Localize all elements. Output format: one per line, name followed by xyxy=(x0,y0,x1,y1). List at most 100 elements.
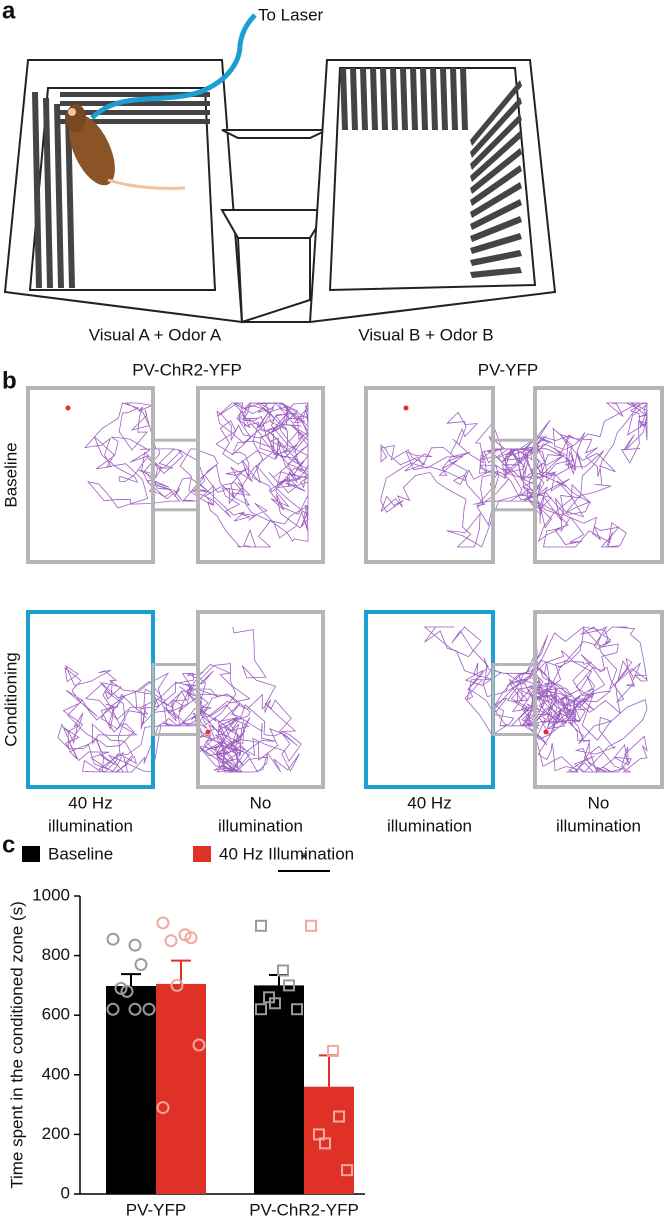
stripe xyxy=(450,68,458,130)
stripe xyxy=(54,104,64,288)
chamber xyxy=(196,386,325,564)
data-point xyxy=(142,1002,156,1016)
y-tick-label: 600 xyxy=(42,1005,70,1024)
chamber xyxy=(533,386,664,564)
chamber xyxy=(533,610,664,789)
stripe xyxy=(470,233,522,254)
data-point xyxy=(192,1038,206,1052)
data-point xyxy=(333,1110,345,1123)
y-tick-label: 0 xyxy=(61,1183,70,1202)
panel-label: b xyxy=(2,367,17,394)
legend-label: Baseline xyxy=(48,844,113,863)
stripe xyxy=(410,68,418,130)
stripe xyxy=(430,68,438,130)
stripe xyxy=(60,119,210,124)
stripe xyxy=(470,182,522,218)
panel-label: c xyxy=(2,831,15,858)
x-tick-label: PV-ChR2-YFP xyxy=(249,1200,359,1219)
start-point xyxy=(65,405,71,411)
data-point xyxy=(255,919,267,932)
zone-label: illumination xyxy=(48,816,133,835)
stripe xyxy=(470,97,522,158)
y-tick-label: 800 xyxy=(42,945,70,964)
data-point xyxy=(106,932,120,946)
stripe xyxy=(470,250,522,266)
stripe xyxy=(60,110,210,115)
stripe xyxy=(43,98,53,288)
stripe xyxy=(380,68,388,130)
data-point xyxy=(327,1044,339,1057)
stripe xyxy=(60,101,210,106)
zone-label: Visual B + Odor B xyxy=(358,325,493,344)
data-point xyxy=(178,928,192,942)
zone-label: Visual A + Odor A xyxy=(89,325,222,344)
stripe xyxy=(420,68,428,130)
panel-label: a xyxy=(2,0,16,24)
stripe xyxy=(65,110,75,288)
stripe xyxy=(460,68,468,130)
data-point xyxy=(164,934,178,948)
mouse xyxy=(66,104,186,190)
row-label: Conditioning xyxy=(1,652,20,747)
legend-label: 40 Hz Illumination xyxy=(219,844,354,863)
stripe xyxy=(470,148,522,194)
data-point xyxy=(283,979,295,992)
legend-swatch xyxy=(22,846,40,862)
stripe xyxy=(350,68,358,130)
data-point xyxy=(291,1003,303,1016)
data-point xyxy=(156,916,170,930)
data-point xyxy=(269,997,281,1010)
stripe xyxy=(470,114,522,170)
data-point xyxy=(341,1164,353,1177)
chamber xyxy=(196,610,325,789)
stripe xyxy=(470,131,522,182)
zone-label: 40 Hz xyxy=(407,793,451,812)
y-tick-label: 400 xyxy=(42,1064,70,1083)
zone-label: illumination xyxy=(556,816,641,835)
zone-label: 40 Hz xyxy=(68,793,112,812)
data-point xyxy=(120,984,134,998)
stripe xyxy=(470,199,522,230)
legend-swatch xyxy=(193,846,211,862)
data-point xyxy=(319,1137,331,1150)
stripe xyxy=(470,80,522,146)
stripe xyxy=(370,68,378,130)
x-tick-label: PV-YFP xyxy=(126,1200,186,1219)
data-point xyxy=(170,978,184,992)
stripe xyxy=(400,68,408,130)
bar xyxy=(156,983,206,1194)
data-point xyxy=(277,964,289,977)
data-point xyxy=(134,958,148,972)
stripe xyxy=(440,68,448,130)
y-tick-label: 1000 xyxy=(32,885,70,904)
column-title: PV-YFP xyxy=(478,360,538,379)
bar xyxy=(106,985,156,1194)
stripe xyxy=(360,68,368,130)
data-point xyxy=(255,1003,267,1016)
stripe xyxy=(340,68,348,130)
trajectory xyxy=(380,402,648,548)
data-point xyxy=(156,1101,170,1115)
y-tick-label: 200 xyxy=(42,1124,70,1143)
apparatus xyxy=(3,13,557,324)
data-point xyxy=(128,1002,142,1016)
data-point xyxy=(184,931,198,945)
significance-label: * xyxy=(301,849,308,868)
row-label: Baseline xyxy=(1,442,20,507)
stripe xyxy=(32,92,42,288)
laser-label: To Laser xyxy=(258,5,324,24)
zone-label: No xyxy=(250,793,272,812)
stripe xyxy=(60,92,210,97)
stripe xyxy=(470,165,522,206)
zone-label: No xyxy=(588,793,610,812)
bar xyxy=(254,985,304,1194)
corridor xyxy=(151,438,200,512)
start-point xyxy=(543,729,549,735)
stripe xyxy=(470,267,522,278)
stripe xyxy=(390,68,398,130)
column-title: PV-ChR2-YFP xyxy=(132,360,242,379)
data-point xyxy=(128,938,142,952)
zone-label: illumination xyxy=(387,816,472,835)
start-point xyxy=(205,729,211,735)
